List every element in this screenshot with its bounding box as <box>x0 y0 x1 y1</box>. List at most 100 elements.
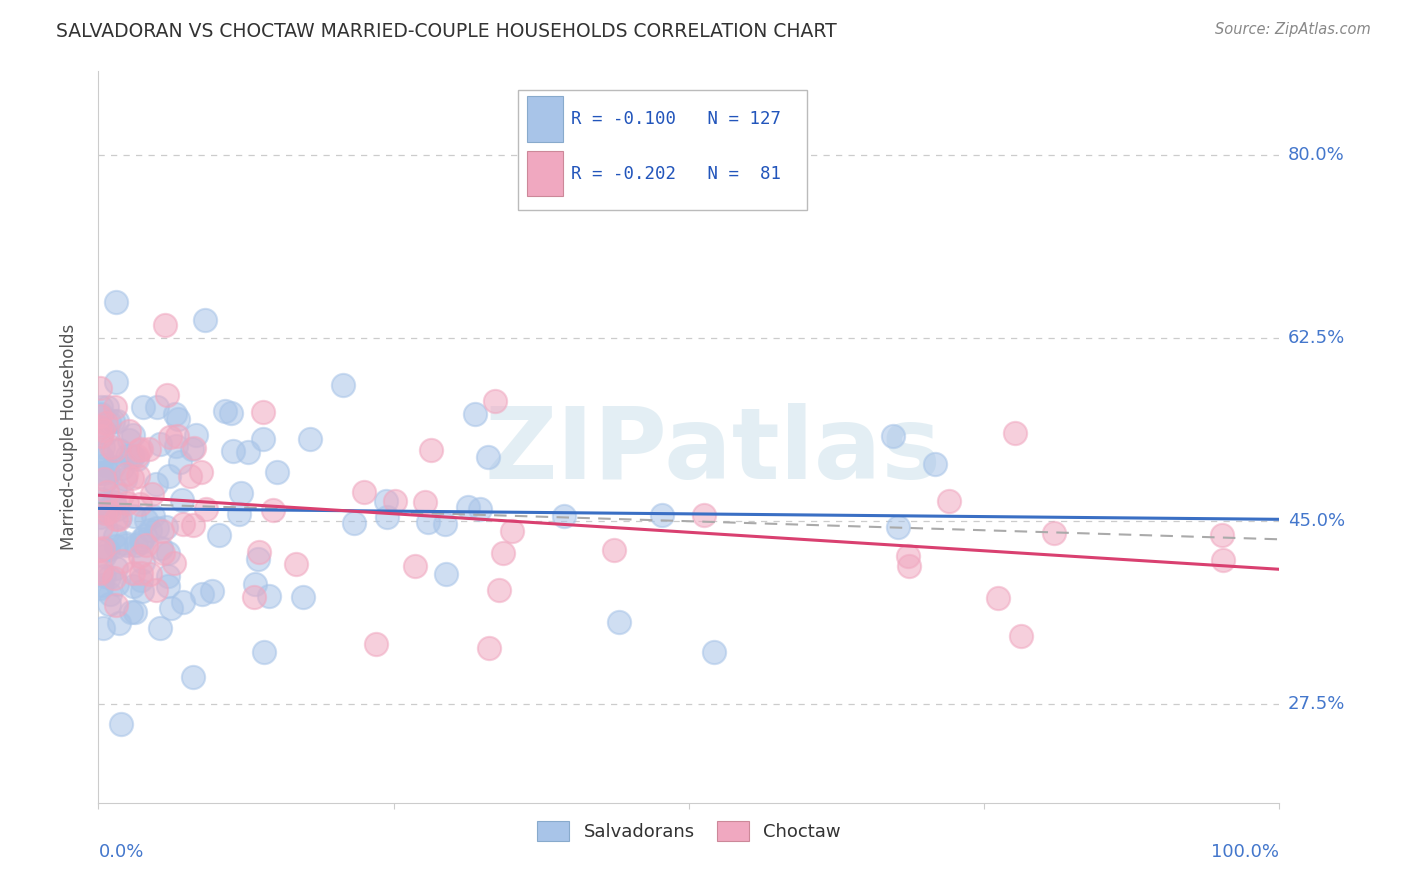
Point <box>468 502 491 516</box>
Point <box>96 400 118 414</box>
Point <box>139 567 162 582</box>
Text: R = -0.100   N = 127: R = -0.100 N = 127 <box>571 110 780 128</box>
Text: 62.5%: 62.5% <box>1288 329 1346 347</box>
Point <box>298 432 321 446</box>
Point <box>553 509 575 524</box>
Point <box>152 546 174 560</box>
Y-axis label: Married-couple Households: Married-couple Households <box>59 324 77 550</box>
Point <box>131 583 153 598</box>
Point <box>179 468 201 483</box>
Point <box>122 427 145 442</box>
Point <box>129 566 152 580</box>
Point <box>135 538 157 552</box>
Point <box>257 589 280 603</box>
Point <box>91 440 114 454</box>
Point <box>208 528 231 542</box>
Point <box>141 486 163 500</box>
Point <box>190 465 212 479</box>
Point <box>142 509 165 524</box>
Point <box>89 420 111 434</box>
Point <box>121 471 143 485</box>
Point <box>247 544 270 558</box>
Point <box>201 583 224 598</box>
Point <box>484 394 506 409</box>
Point <box>157 569 180 583</box>
Point <box>104 376 127 390</box>
Point <box>183 441 205 455</box>
Point <box>703 645 725 659</box>
Point <box>153 318 176 333</box>
Point <box>127 451 149 466</box>
Text: 45.0%: 45.0% <box>1288 512 1346 530</box>
Point <box>924 457 946 471</box>
Point <box>97 500 120 515</box>
Point <box>166 438 188 452</box>
Point <box>292 590 315 604</box>
Point <box>243 590 266 604</box>
Text: 100.0%: 100.0% <box>1212 843 1279 861</box>
Point <box>138 523 160 537</box>
Point <box>120 449 142 463</box>
Point <box>134 529 156 543</box>
Point <box>404 558 426 573</box>
Point <box>194 312 217 326</box>
Point <box>90 429 112 443</box>
Point <box>111 460 134 475</box>
Point <box>97 505 120 519</box>
Point <box>128 498 150 512</box>
Point <box>89 581 111 595</box>
Point <box>98 586 121 600</box>
Point <box>457 500 479 514</box>
Point <box>243 576 266 591</box>
Point <box>91 423 114 437</box>
Point <box>375 493 398 508</box>
Point <box>477 450 499 464</box>
Point <box>882 429 904 443</box>
Point <box>172 517 194 532</box>
Point <box>156 388 179 402</box>
Legend: Salvadorans, Choctaw: Salvadorans, Choctaw <box>530 814 848 848</box>
Bar <box>527 96 562 142</box>
Point <box>114 536 136 550</box>
Point <box>375 510 398 524</box>
Point <box>157 546 180 560</box>
Point <box>90 400 112 414</box>
Point <box>89 467 111 481</box>
Point <box>89 448 111 462</box>
Text: Source: ZipAtlas.com: Source: ZipAtlas.com <box>1215 22 1371 37</box>
Point <box>90 467 112 481</box>
Point <box>93 458 115 472</box>
Point <box>219 406 242 420</box>
Point <box>89 510 111 524</box>
Point <box>103 495 125 509</box>
Point <box>478 640 501 655</box>
Point <box>897 549 920 563</box>
Point <box>603 543 626 558</box>
Point <box>104 483 127 497</box>
Point <box>94 426 117 441</box>
Point <box>105 577 128 591</box>
Point <box>181 517 204 532</box>
Point <box>90 564 112 578</box>
Point <box>114 538 136 552</box>
Point <box>898 559 921 574</box>
Point <box>343 516 366 530</box>
Text: R = -0.202   N =  81: R = -0.202 N = 81 <box>571 165 780 183</box>
Point <box>129 573 152 587</box>
Point <box>128 443 150 458</box>
Point <box>105 540 128 554</box>
Point <box>416 515 439 529</box>
Point <box>434 566 457 581</box>
Point <box>252 432 274 446</box>
Point <box>97 465 120 479</box>
Text: ZIPatlas: ZIPatlas <box>484 403 941 500</box>
Point <box>105 501 128 516</box>
Point <box>1042 525 1064 540</box>
Point <box>887 520 910 534</box>
Point <box>366 636 388 650</box>
Point <box>229 485 252 500</box>
Point <box>163 556 186 570</box>
Point <box>1212 553 1234 567</box>
Point <box>163 407 186 421</box>
Point <box>93 505 115 519</box>
